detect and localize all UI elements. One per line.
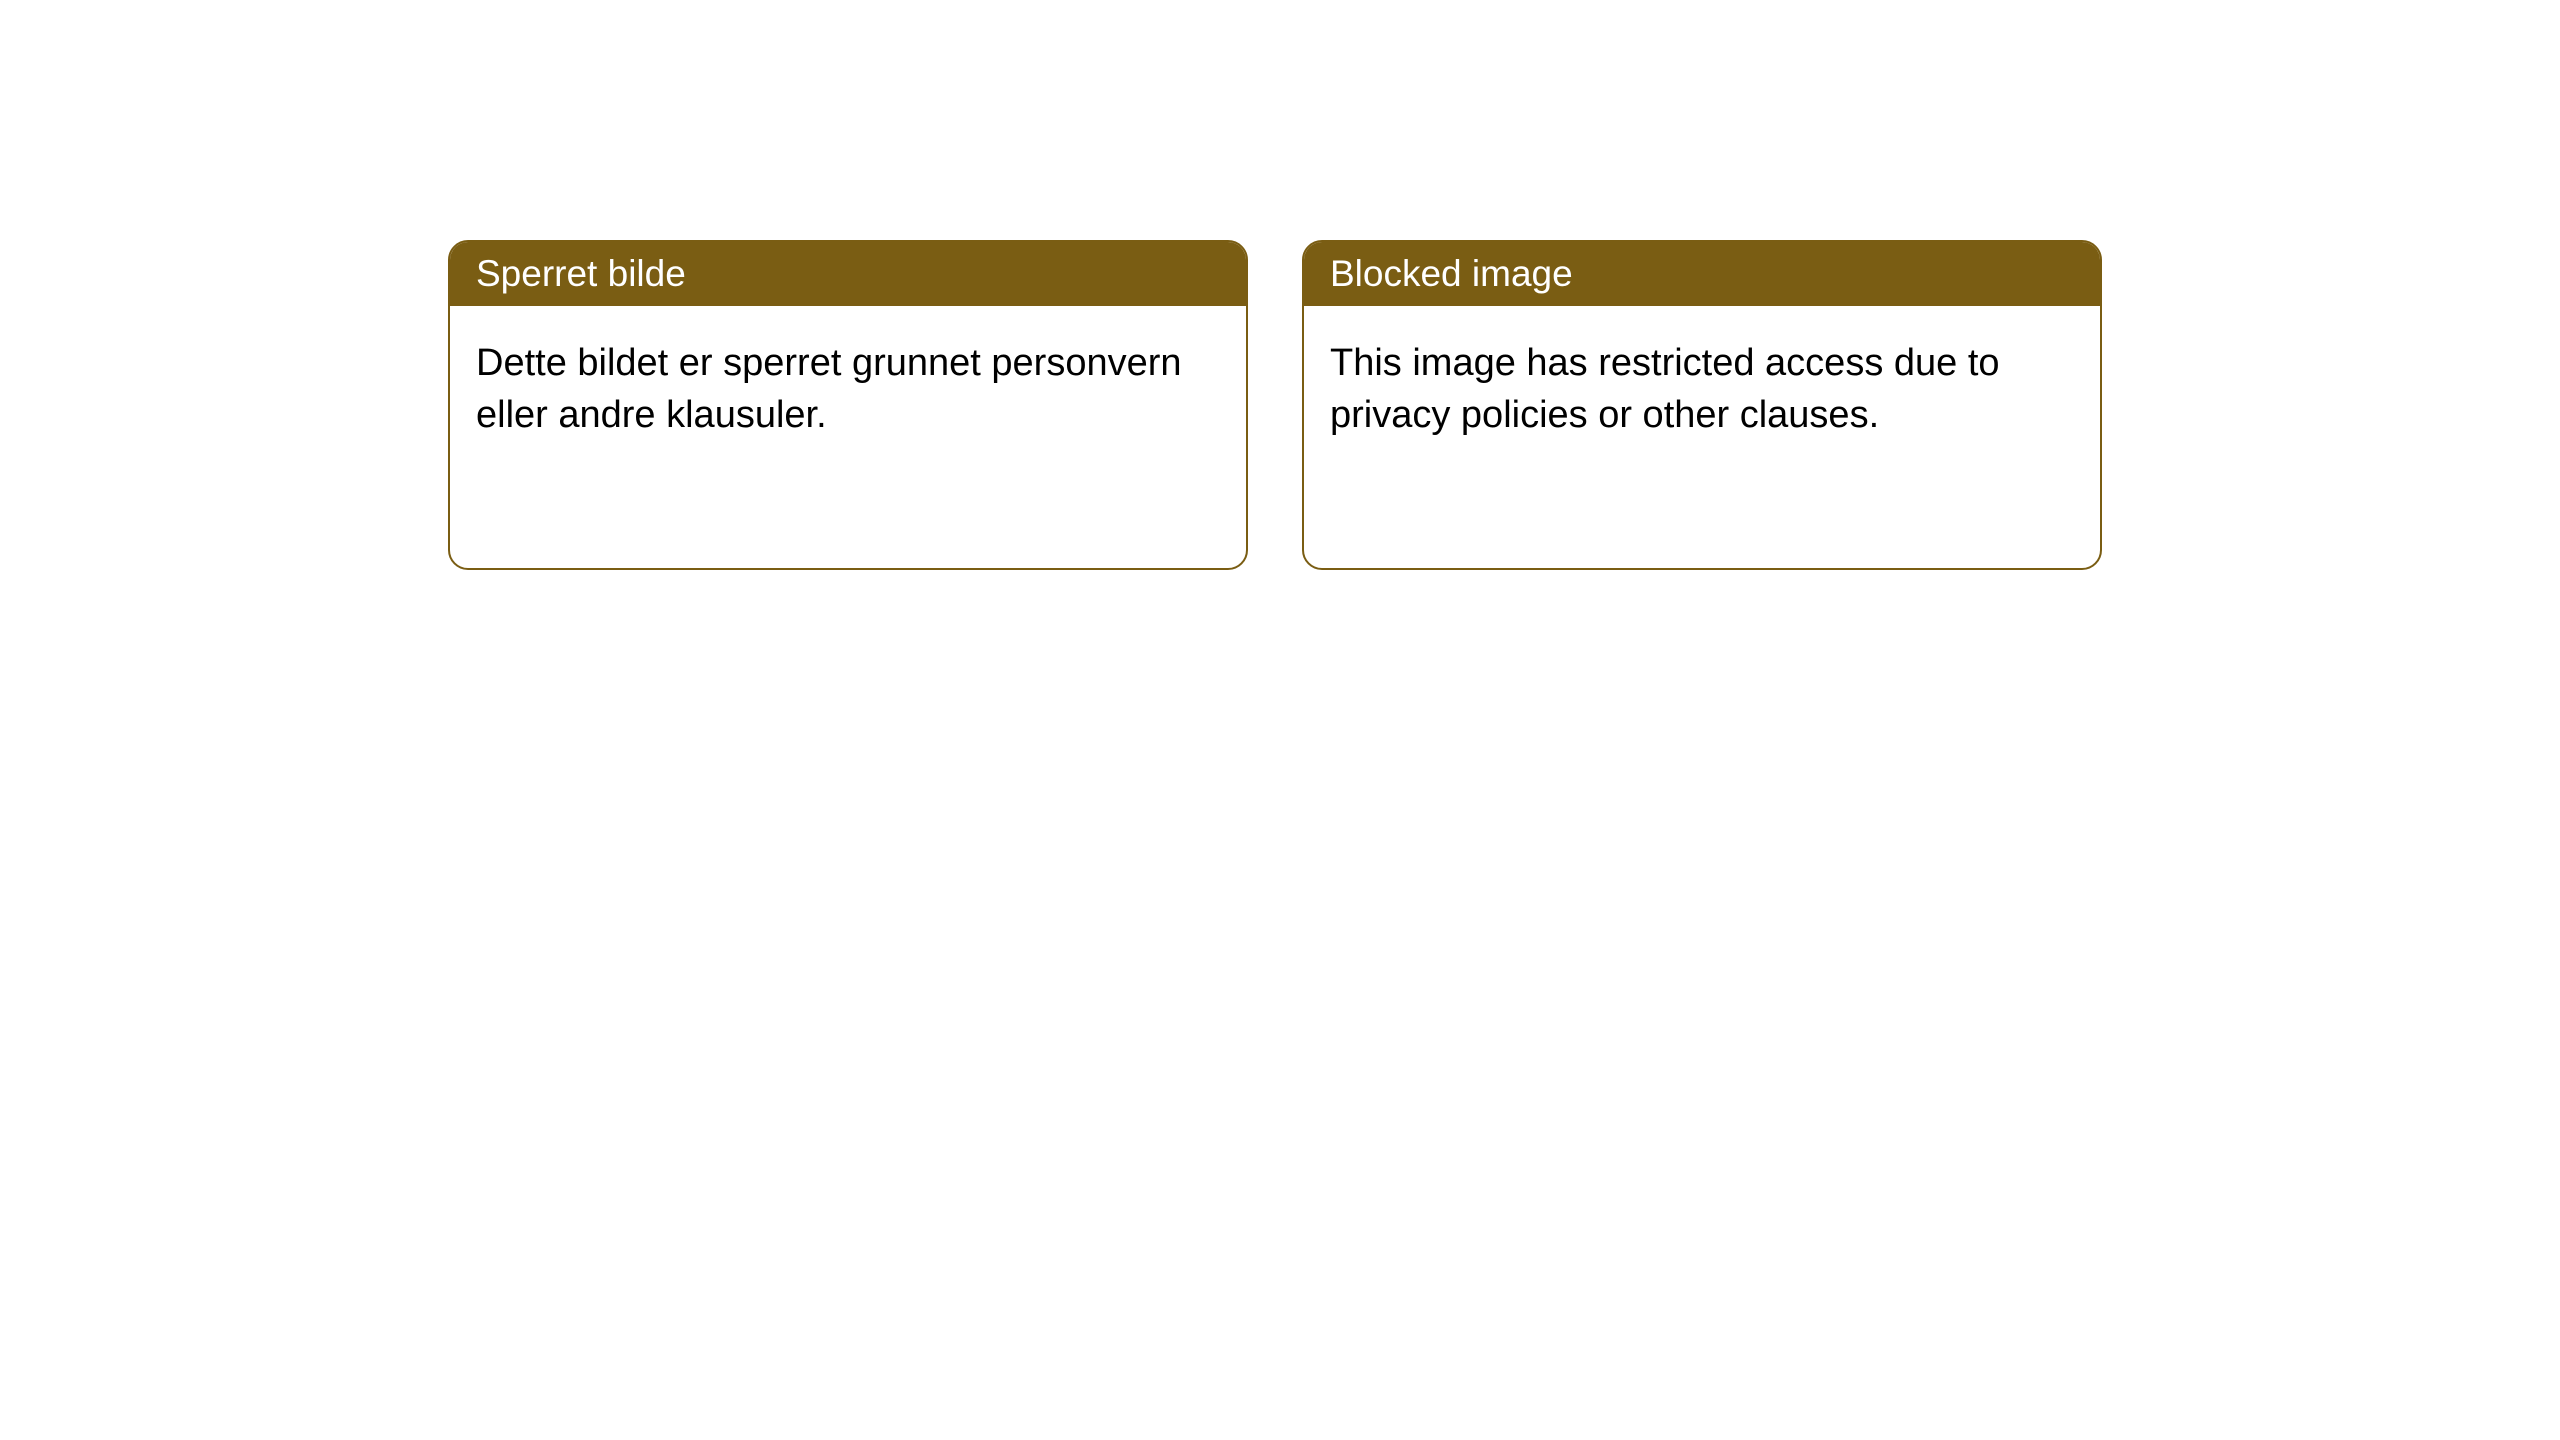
notice-container: Sperret bilde Dette bildet er sperret gr… (448, 240, 2102, 570)
notice-card-english: Blocked image This image has restricted … (1302, 240, 2102, 570)
notice-body-norwegian: Dette bildet er sperret grunnet personve… (450, 306, 1246, 568)
notice-title-norwegian: Sperret bilde (450, 242, 1246, 306)
notice-card-norwegian: Sperret bilde Dette bildet er sperret gr… (448, 240, 1248, 570)
notice-title-english: Blocked image (1304, 242, 2100, 306)
notice-body-english: This image has restricted access due to … (1304, 306, 2100, 568)
